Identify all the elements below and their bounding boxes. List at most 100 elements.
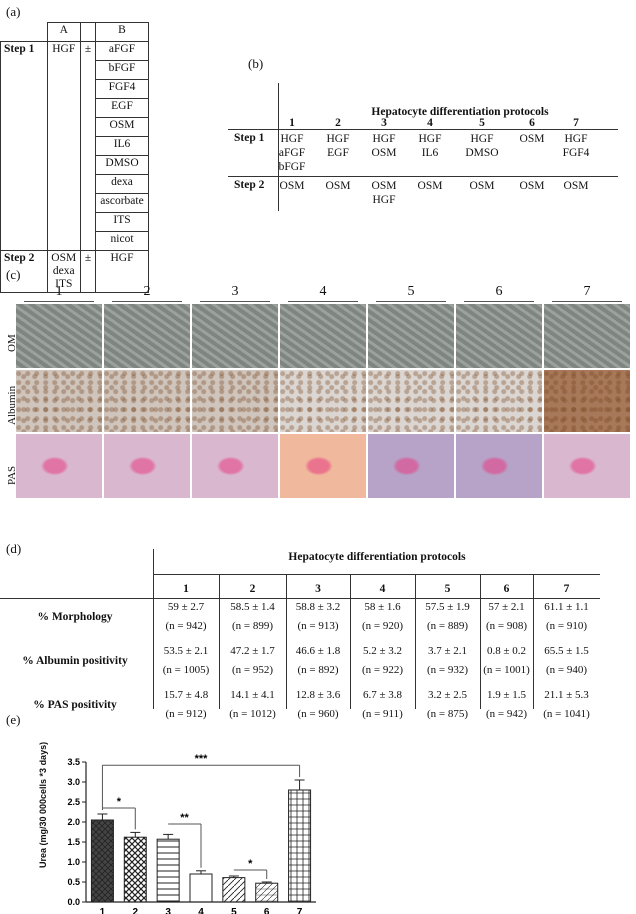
panel-c-column-number: 4 — [319, 284, 327, 299]
step1-b-item: FGF4 — [95, 79, 149, 99]
panel-b-step1-factor: DMSO — [465, 147, 499, 159]
albumin-image — [16, 370, 102, 432]
panel-d-value: 21.1 ± 5.3 — [544, 689, 589, 701]
step2-a-item: dexa — [52, 265, 75, 277]
panel-b-label: (b) — [248, 56, 264, 71]
panel-b-protocol-number: 5 — [479, 117, 485, 129]
panel-d-value: 57 ± 2.1 — [488, 601, 525, 613]
panel-a-label: (a) — [6, 4, 21, 19]
albumin-image — [368, 370, 454, 432]
albumin-image — [456, 370, 542, 432]
bar — [90, 819, 114, 903]
pas-image — [104, 434, 190, 498]
pas-image — [192, 434, 278, 498]
om-image — [16, 304, 102, 368]
panel-b-step1-factor: aFGF — [278, 147, 306, 159]
panel-c-column-number: 5 — [407, 284, 415, 299]
panel-d-title: Hepatocyte differentiation protocols — [288, 551, 466, 563]
panel-d-n: (n = 911) — [362, 708, 403, 720]
panel-b-step1-factor: HGF — [564, 133, 588, 145]
row-label-pas: PAS — [6, 465, 18, 485]
pas-image — [280, 434, 366, 498]
panel-d-value: 46.6 ± 1.8 — [295, 645, 341, 657]
bar — [189, 873, 213, 903]
step1-b-item: DMSO — [95, 155, 149, 175]
panel-d-protocol-number: 4 — [379, 583, 386, 595]
panel-b-step2: Step 2 — [234, 179, 265, 191]
panel-d-value: 47.2 ± 1.7 — [230, 645, 275, 657]
om-image — [104, 304, 190, 368]
urea-bar-chart: 0.00.51.01.52.02.53.03.51 2 3 4 5 6 7******* — [67, 753, 316, 914]
om-image — [368, 304, 454, 368]
panel-b-step2-factor: OSM — [563, 180, 589, 192]
panel-d-value: 12.8 ± 3.6 — [295, 689, 341, 701]
pm-sign: ± — [80, 41, 97, 251]
y-tick-label: 2.5 — [67, 797, 80, 807]
step1-a: HGF — [46, 41, 82, 251]
panel-d-value: 53.5 ± 2.1 — [163, 645, 209, 657]
panel-b-protocol-number: 4 — [427, 117, 433, 129]
col-a-header: A — [46, 22, 82, 42]
panel-b-step2-factor: OSM — [417, 180, 443, 192]
panel-c-column-number: 3 — [231, 284, 239, 299]
y-tick-label: 3.0 — [67, 777, 80, 787]
panel-b-step1-factor: HGF — [470, 133, 494, 145]
significance-label: * — [117, 796, 122, 808]
panel-d-value: 58.8 ± 3.2 — [295, 601, 341, 613]
x-tick-label: 1 — [100, 907, 106, 914]
step2-a: OSM dexa ITS — [46, 250, 82, 293]
panel-d-n: (n = 932) — [426, 664, 469, 676]
step1-b-item: dexa — [95, 174, 149, 194]
panel-b-step1-factor: HGF — [280, 133, 304, 145]
panel-d-n: (n = 910) — [545, 620, 588, 632]
step2-a-item: OSM — [51, 252, 77, 264]
panel-b-step2-factor: OSM — [325, 180, 351, 192]
panel-b-step1-factor: FGF4 — [562, 147, 590, 159]
bar — [222, 877, 246, 903]
panel-b-step1-factor: EGF — [327, 147, 349, 159]
panel-d-value: 15.7 ± 4.8 — [163, 689, 209, 701]
panel-b-step1-factor: IL6 — [421, 147, 439, 159]
panel-d-n: (n = 960) — [297, 708, 339, 720]
panel-d-n: (n = 908) — [485, 620, 528, 632]
pas-image — [16, 434, 102, 498]
om-image — [544, 304, 630, 368]
panel-b-step1: Step 1 — [234, 132, 265, 144]
step1-b-item: ITS — [95, 212, 149, 232]
panel-d-value: 61.1 ± 1.1 — [544, 601, 589, 613]
panel-b-step1-factor: OSM — [371, 147, 397, 159]
significance-label: *** — [195, 753, 209, 765]
panel-b-step1-factor: HGF — [372, 133, 396, 145]
panel-b-protocol-number: 7 — [573, 117, 579, 129]
step2-label: Step 2 — [0, 250, 48, 293]
panel-d-n: (n = 1012) — [229, 708, 276, 720]
albumin-image — [280, 370, 366, 432]
step1-b-item: EGF — [95, 98, 149, 118]
bar — [255, 882, 279, 903]
panel-d-n: (n = 889) — [426, 620, 469, 632]
panel-d-value: 1.9 ± 1.5 — [486, 689, 527, 701]
panel-b-protocol-number: 1 — [289, 117, 295, 129]
panel-d-value: 65.5 ± 1.5 — [544, 645, 589, 657]
panel-d-value: 59 ± 2.7 — [167, 601, 205, 613]
significance-label: * — [248, 858, 253, 870]
panel-d-value: 57.5 ± 1.9 — [425, 601, 470, 613]
panel-d-row-label: % Albumin positivity — [22, 655, 128, 667]
panel-d-protocol-number: 3 — [315, 583, 321, 595]
panel-c-column-number: 2 — [143, 284, 151, 299]
row-label-albumin: Albumin — [6, 385, 18, 425]
panel-d-value: 5.2 ± 3.2 — [362, 645, 403, 657]
panel-d-n: (n = 940) — [545, 664, 588, 676]
om-image — [280, 304, 366, 368]
panel-d-n: (n = 920) — [361, 620, 404, 632]
step1-b-item: aFGF — [95, 41, 149, 61]
panel-d-row-label: % Morphology — [37, 611, 113, 623]
pm-sign: ± — [80, 250, 97, 293]
albumin-image — [192, 370, 278, 432]
step1-b-item: bFGF — [95, 60, 149, 80]
panel-b-step1-factor: OSM — [519, 133, 545, 145]
bar — [288, 789, 312, 903]
panel-d-value: 3.7 ± 2.1 — [427, 645, 468, 657]
panel-c-column-number: 1 — [55, 284, 63, 299]
panel-d-n: (n = 912) — [165, 708, 207, 720]
